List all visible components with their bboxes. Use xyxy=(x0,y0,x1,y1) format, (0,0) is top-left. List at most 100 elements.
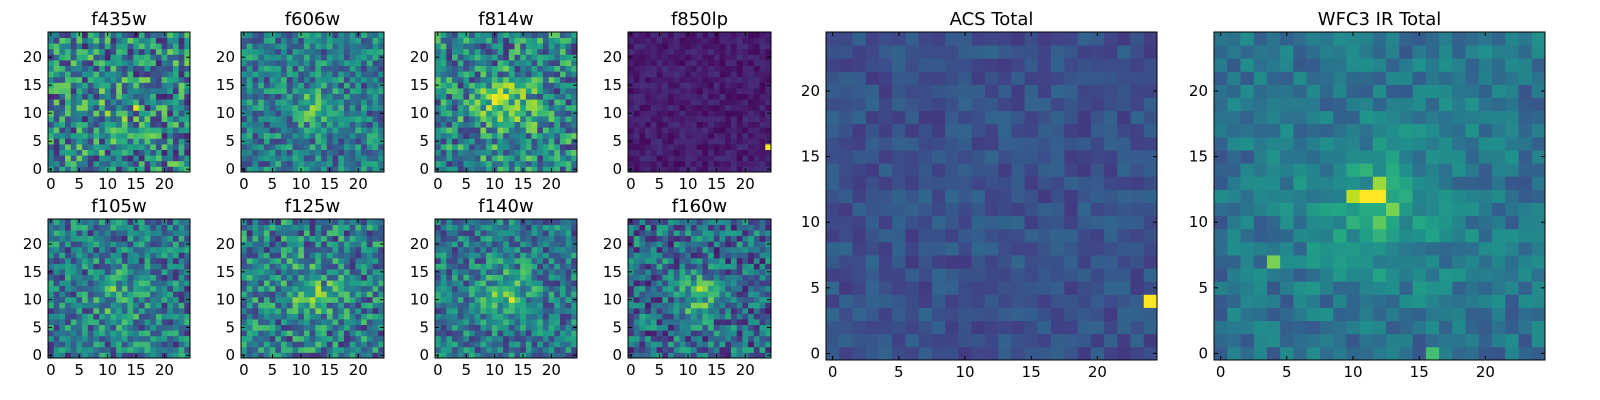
heatmap-cell xyxy=(349,307,356,314)
heatmap-cell xyxy=(525,71,532,78)
heatmap-cell xyxy=(503,144,510,150)
heatmap-cell xyxy=(725,296,732,303)
heatmap-cell xyxy=(275,324,282,331)
heatmap-cell xyxy=(349,252,356,259)
heatmap-cell xyxy=(463,116,470,122)
heatmap-cell xyxy=(355,76,362,83)
heatmap-cell xyxy=(269,60,276,66)
heatmap-cell xyxy=(281,43,288,50)
heatmap-cell xyxy=(690,166,698,173)
heatmap-cell xyxy=(133,319,140,326)
heatmap-cell xyxy=(161,93,168,100)
heatmap-cell xyxy=(93,144,100,150)
heatmap-cell xyxy=(685,313,692,320)
heatmap-cell xyxy=(497,54,504,61)
heatmap-cell xyxy=(150,246,157,253)
heatmap-cell xyxy=(138,230,145,237)
heatmap-cell xyxy=(650,319,657,326)
heatmap-cell xyxy=(696,127,703,134)
heatmap-cell xyxy=(121,263,128,270)
heatmap-cell xyxy=(759,352,766,359)
heatmap-cell xyxy=(748,160,755,167)
heatmap-cell xyxy=(457,132,464,139)
heatmap-cell xyxy=(269,82,276,89)
heatmap-cell xyxy=(378,302,385,309)
heatmap-cell xyxy=(263,241,270,248)
x-tick-label: 5 xyxy=(461,361,471,379)
heatmap-cell xyxy=(82,155,89,162)
heatmap-cell xyxy=(469,291,476,298)
heatmap-cell xyxy=(645,313,652,320)
heatmap-cell xyxy=(332,121,339,128)
heatmap-cell xyxy=(366,346,373,353)
heatmap-cell xyxy=(497,335,504,342)
heatmap-cell xyxy=(520,48,527,55)
heatmap-cell xyxy=(537,88,544,94)
heatmap-cell xyxy=(639,121,646,128)
heatmap-cell xyxy=(303,291,311,298)
heatmap-cell xyxy=(514,93,521,100)
heatmap-cell xyxy=(765,307,772,314)
heatmap-cell xyxy=(748,324,755,331)
heatmap-cell xyxy=(559,252,567,259)
heatmap-cell xyxy=(121,37,128,44)
heatmap-cell xyxy=(269,241,276,248)
heatmap-cell xyxy=(440,76,447,83)
heatmap-cell xyxy=(542,319,549,326)
heatmap-cell xyxy=(548,138,555,145)
heatmap-cell xyxy=(338,43,345,50)
heatmap-cell xyxy=(719,341,726,348)
heatmap-cell xyxy=(748,127,755,134)
heatmap-cell xyxy=(87,241,94,248)
heatmap-cell xyxy=(138,269,145,275)
heatmap-cell xyxy=(531,352,538,359)
heatmap-cell xyxy=(542,37,549,44)
heatmap-cell xyxy=(759,99,766,106)
heatmap-cell xyxy=(565,352,572,359)
heatmap-cell xyxy=(332,230,339,237)
heatmap-cell xyxy=(263,346,270,353)
heatmap-cell xyxy=(110,230,117,237)
heatmap-cell xyxy=(87,280,94,287)
heatmap-cell xyxy=(155,269,162,275)
heatmap-cell xyxy=(713,37,720,44)
heatmap-cell xyxy=(281,166,288,173)
heatmap-cell xyxy=(343,257,351,264)
heatmap-cell xyxy=(633,352,640,359)
heatmap-cell xyxy=(110,155,117,162)
heatmap-cell xyxy=(446,60,453,66)
heatmap-cell xyxy=(702,60,709,66)
heatmap-cell xyxy=(748,60,755,66)
heatmap-cell xyxy=(321,65,328,72)
heatmap-cell xyxy=(93,224,100,231)
heatmap-cell xyxy=(559,313,567,320)
heatmap-cell xyxy=(520,230,527,237)
heatmap-cell xyxy=(150,280,157,287)
heatmap-cell xyxy=(673,88,680,94)
heatmap-cell xyxy=(378,121,385,128)
heatmap-cell xyxy=(48,252,55,259)
heatmap-cell xyxy=(514,65,521,72)
heatmap-cell xyxy=(514,110,521,117)
heatmap-cell xyxy=(440,93,447,100)
heatmap-cell xyxy=(474,341,481,348)
heatmap-cell xyxy=(48,263,55,270)
heatmap-cell xyxy=(178,302,185,309)
heatmap-cell xyxy=(486,149,493,156)
heatmap-cell xyxy=(70,235,77,242)
heatmap-cell xyxy=(571,335,578,342)
heatmap-cell xyxy=(725,32,732,38)
heatmap-cell xyxy=(155,43,162,50)
heatmap-cell xyxy=(719,285,726,292)
heatmap-cell xyxy=(508,149,515,156)
heatmap-cell xyxy=(315,219,322,225)
heatmap-cell xyxy=(303,127,311,134)
heatmap-cell xyxy=(690,99,698,106)
heatmap-cell xyxy=(679,307,686,314)
heatmap-cell xyxy=(309,116,316,122)
heatmap-cell xyxy=(452,82,459,89)
heatmap-cell xyxy=(491,37,498,44)
heatmap-cell xyxy=(321,263,328,270)
heatmap-cell xyxy=(338,307,345,314)
